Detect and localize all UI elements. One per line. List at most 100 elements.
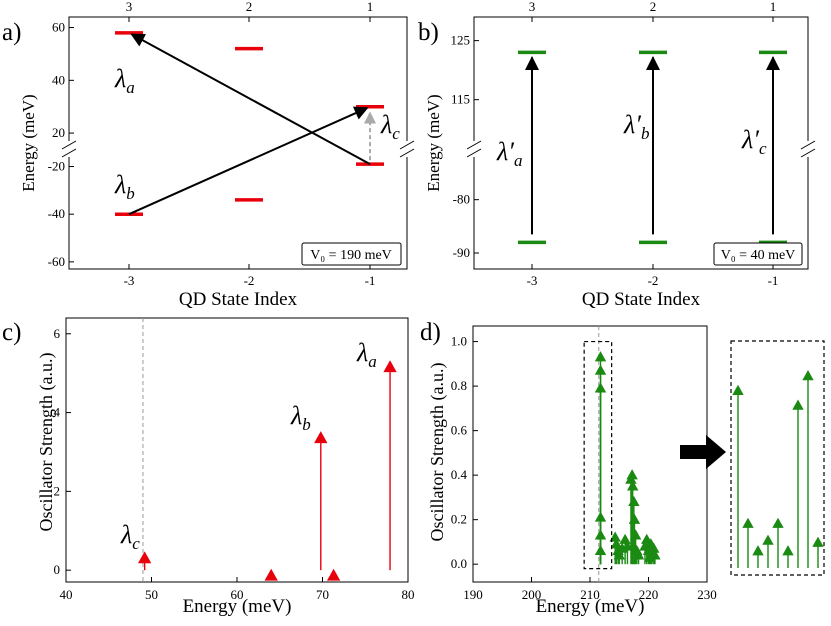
x-tick-label: 40 bbox=[60, 587, 73, 602]
y-tick-label: 4 bbox=[54, 405, 61, 420]
data-point-marker bbox=[812, 536, 824, 547]
annotation-lambda-prime-a: λ′a bbox=[496, 137, 522, 170]
y-tick-label: 6 bbox=[54, 326, 61, 341]
x-tick-label: -2 bbox=[648, 273, 659, 288]
panel-d-xlabel: Energy (meV) bbox=[536, 596, 645, 617]
data-point-marker bbox=[610, 538, 623, 549]
data-point-marker bbox=[802, 369, 814, 381]
data-point-marker bbox=[782, 545, 794, 556]
data-point-marker bbox=[732, 384, 744, 395]
data-point-marker bbox=[792, 399, 804, 410]
x-tick-label: 230 bbox=[697, 587, 717, 602]
x-tick-label: 50 bbox=[145, 587, 158, 602]
panel-b-ylabel: Energy (meV) bbox=[424, 94, 443, 191]
panel-label-a: a) bbox=[2, 19, 21, 46]
data-point-marker bbox=[314, 431, 328, 444]
x-tick-label: 190 bbox=[463, 587, 483, 602]
data-point-marker bbox=[752, 545, 764, 556]
annotation-lambda-c: λc bbox=[120, 520, 140, 553]
panel-d-zoom-inset bbox=[730, 340, 825, 576]
x-top-tick-label: 1 bbox=[770, 0, 777, 14]
x-tick-label: -1 bbox=[768, 273, 779, 288]
y-tick-label: 1.0 bbox=[451, 334, 467, 349]
data-point-marker bbox=[629, 529, 642, 540]
data-point-marker bbox=[383, 360, 397, 373]
annotation-lambda-b: λb bbox=[114, 170, 135, 203]
panel-label-b: b) bbox=[418, 19, 439, 46]
panel-d-frame bbox=[472, 325, 708, 583]
panel-a-legend-box: V₀ = 190 meV bbox=[301, 242, 402, 266]
data-point-marker bbox=[627, 480, 639, 491]
y-tick-label: -90 bbox=[453, 245, 470, 260]
x-tick-label: -1 bbox=[365, 273, 376, 288]
data-point-marker bbox=[594, 351, 607, 362]
y-tick-label: -80 bbox=[453, 192, 470, 207]
y-tick-label: -40 bbox=[48, 206, 65, 221]
panel-d-ylabel: Oscillator Strength (a.u.) bbox=[427, 363, 448, 542]
panel-b-xlabel: QD State Index bbox=[582, 289, 701, 310]
data-point-marker bbox=[594, 544, 607, 556]
y-tick-label: 40 bbox=[52, 72, 65, 87]
data-point-marker bbox=[609, 531, 621, 542]
data-point-marker bbox=[628, 495, 640, 507]
annotation-lambda-prime-c: λ′c bbox=[741, 125, 767, 158]
y-tick-label: 0 bbox=[54, 562, 61, 577]
panel-a-frame bbox=[68, 16, 408, 270]
x-tick-label: -2 bbox=[244, 273, 255, 288]
x-tick-label: 60 bbox=[231, 587, 244, 602]
data-point-marker bbox=[264, 568, 278, 581]
panel-b-legend-box: V₀ = 40 meV bbox=[713, 242, 803, 266]
x-tick-label: -3 bbox=[527, 273, 538, 288]
panel-c-ylabel: Oscillator Strength (a.u.) bbox=[36, 353, 57, 532]
x-top-tick-label: 3 bbox=[126, 0, 133, 14]
panel-c-stem-plot: 40 50 60 70 80 0 2 4 6 Energy (meV) Oscillator S… bbox=[36, 317, 415, 617]
panel-b-legend-text: V₀ = 40 meV bbox=[721, 248, 796, 263]
panel-a-axis-break bbox=[61, 140, 415, 158]
y-tick-label: 2 bbox=[54, 483, 61, 498]
annotation-lambda-c: λc bbox=[380, 110, 400, 143]
panel-b-energy-diagram: -3 -2 -1 3 2 1 115 125 -80 -90 QD State Index Ene… bbox=[424, 0, 816, 310]
data-point-marker bbox=[649, 549, 661, 560]
y-tick-label: 0.8 bbox=[451, 378, 467, 393]
zoom-region-box bbox=[583, 340, 613, 570]
x-tick-label: 210 bbox=[580, 587, 600, 602]
annotation-lambda-b: λb bbox=[290, 401, 311, 434]
data-point-marker bbox=[138, 551, 152, 564]
inset-frame bbox=[730, 340, 825, 576]
y-tick-label: 0.2 bbox=[451, 512, 467, 527]
data-point-marker bbox=[626, 469, 638, 480]
y-tick-label: 0.0 bbox=[451, 556, 467, 571]
panel-label-c: c) bbox=[2, 319, 21, 346]
y-tick-label: 0.6 bbox=[451, 423, 468, 438]
panel-a-ylabel: Energy (meV) bbox=[19, 94, 38, 191]
annotation-lambda-prime-b: λ′b bbox=[623, 110, 649, 143]
data-point-marker bbox=[594, 364, 607, 375]
data-point-marker bbox=[742, 517, 754, 528]
data-point-marker bbox=[648, 542, 660, 553]
data-point-marker bbox=[594, 529, 607, 540]
annotation-lambda-a: λa bbox=[114, 64, 135, 97]
x-top-tick-label: 1 bbox=[367, 0, 374, 14]
x-top-tick-label: 3 bbox=[529, 0, 536, 14]
annotation-lambda-a: λa bbox=[356, 338, 377, 371]
transition-arrow bbox=[128, 106, 369, 216]
panel-c-xlabel: Energy (meV) bbox=[183, 596, 292, 617]
panel-d-stem-plot: 190 200 210 220 230 0.0 0.2 0.4 0.6 0.8 1.0 Energy… bbox=[427, 325, 825, 617]
x-tick-label: 70 bbox=[316, 587, 329, 602]
data-point-marker bbox=[326, 568, 341, 581]
y-tick-label: 60 bbox=[52, 20, 65, 35]
panel-b-axis-break bbox=[466, 140, 816, 158]
data-point-marker bbox=[619, 533, 631, 544]
y-tick-label: 115 bbox=[451, 92, 470, 107]
y-tick-label: -60 bbox=[48, 254, 65, 269]
data-point-marker bbox=[628, 513, 641, 524]
y-tick-label: 125 bbox=[451, 33, 471, 48]
x-top-tick-label: 2 bbox=[650, 0, 657, 14]
panel-a-xlabel: QD State Index bbox=[179, 289, 298, 310]
panel-a-legend-text: V₀ = 190 meV bbox=[310, 248, 392, 263]
zoom-arrow-icon bbox=[680, 435, 726, 469]
transition-arrow bbox=[130, 33, 371, 166]
x-tick-label: 80 bbox=[402, 587, 415, 602]
